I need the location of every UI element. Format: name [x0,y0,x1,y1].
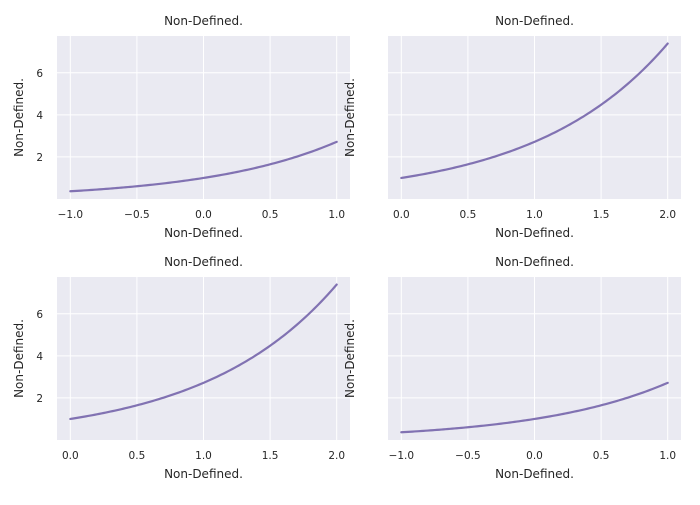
series-line [400,42,669,180]
x-axis-label: Non-Defined. [495,226,574,240]
y-tick-label: 6 [36,309,43,321]
subplot-3: 0.0 0.5 1.0 1.5 2.0 2 4 6 Non-Defined. Non-Define… [12,255,350,481]
x-tick-label: 2.0 [659,209,676,221]
x-tick-label: 1.0 [328,209,345,221]
y-axis-label: Non-Defined. [12,319,26,398]
x-tick-label: 0.5 [262,209,279,221]
series-line [69,283,338,421]
x-tick-label: −1.0 [389,450,415,462]
x-axis-label: Non-Defined. [495,467,574,481]
x-tick-label: 0.5 [593,450,610,462]
y-tick-label: 2 [36,393,43,405]
x-axis-label: Non-Defined. [164,467,243,481]
x-tick-label: −1.0 [58,209,84,221]
x-tick-label: 0.5 [129,450,146,462]
y-tick-label: 4 [36,110,43,122]
x-tick-label: −0.5 [455,450,481,462]
x-tick-label: 0.0 [393,209,410,221]
subplot-title: Non-Defined. [495,255,574,269]
x-tick-label: 0.0 [195,209,212,221]
x-tick-label: 0.0 [526,450,543,462]
subplot-1: −1.0 −0.5 0.0 0.5 1.0 2 4 6 Non-Defined. Non-Defi… [12,14,350,240]
y-axis-label: Non-Defined. [343,78,357,157]
y-tick-label: 6 [36,68,43,80]
x-tick-label: 1.0 [659,450,676,462]
x-tick-label: 2.0 [328,450,345,462]
x-tick-label: 1.5 [593,209,610,221]
subplot-title: Non-Defined. [495,14,574,28]
series-line [69,140,338,193]
x-axis-label: Non-Defined. [164,226,243,240]
x-tick-label: 1.0 [526,209,543,221]
series-line [400,381,669,434]
x-tick-label: 1.5 [262,450,279,462]
subplot-title: Non-Defined. [164,14,243,28]
x-tick-label: −0.5 [124,209,150,221]
y-tick-label: 2 [36,152,43,164]
x-tick-label: 0.5 [460,209,477,221]
subplot-4: −1.0 −0.5 0.0 0.5 1.0 Non-Defined. Non-Defined… [343,255,681,481]
y-tick-label: 4 [36,351,43,363]
x-tick-label: 1.0 [195,450,212,462]
y-axis-label: Non-Defined. [343,319,357,398]
y-axis-label: Non-Defined. [12,78,26,157]
subplot-2: 0.0 0.5 1.0 1.5 2.0 Non-Defined. Non-Defined. N… [343,14,681,240]
x-tick-label: 0.0 [62,450,79,462]
subplot-title: Non-Defined. [164,255,243,269]
